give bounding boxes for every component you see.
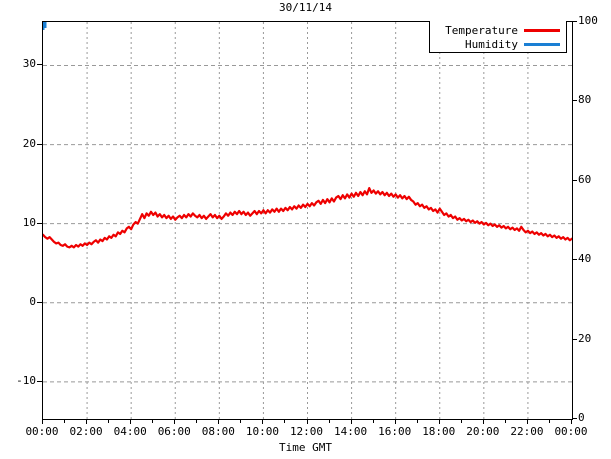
y-tick-right-5: 100	[578, 14, 598, 27]
plot-area	[42, 21, 573, 420]
x-tick-11: 22:00	[510, 425, 544, 438]
tick-mark	[329, 419, 330, 423]
tick-mark	[373, 419, 374, 423]
tick-mark	[240, 419, 241, 423]
tick-mark	[218, 419, 219, 424]
x-tick-0: 00:00	[25, 425, 59, 438]
tick-mark	[572, 21, 577, 22]
tick-mark	[572, 339, 577, 340]
tick-mark	[572, 418, 577, 419]
tick-mark	[417, 419, 418, 423]
x-tick-4: 08:00	[201, 425, 235, 438]
x-tick-10: 20:00	[466, 425, 500, 438]
tick-mark	[572, 180, 577, 181]
y-tick-left-4: 30	[22, 57, 36, 71]
y-tick-right-4: 80	[578, 93, 592, 107]
tick-mark	[284, 419, 285, 423]
x-tick-3: 06:00	[157, 425, 191, 438]
legend-item-temperature: Temperature	[445, 24, 560, 37]
x-tick-7: 14:00	[334, 425, 368, 438]
tick-mark	[37, 144, 42, 145]
tick-mark	[42, 419, 43, 424]
tick-mark	[37, 64, 42, 65]
tick-mark	[483, 419, 484, 424]
data-series-group	[43, 22, 572, 249]
tick-mark	[196, 419, 197, 423]
tick-mark	[439, 419, 440, 424]
tick-mark	[572, 259, 577, 260]
chart-title: 30/11/14	[279, 1, 332, 14]
y-tick-right-1: 20	[578, 331, 592, 345]
y-tick-left-1: 0	[29, 294, 36, 308]
tick-mark	[461, 419, 462, 423]
tick-mark	[307, 419, 308, 424]
tick-mark	[572, 100, 577, 101]
tick-mark	[262, 419, 263, 424]
x-tick-9: 18:00	[422, 425, 456, 438]
x-tick-8: 16:00	[378, 425, 412, 438]
series-marker-humidity	[43, 22, 47, 28]
legend-label-temperature: Temperature	[445, 24, 518, 37]
tick-mark	[395, 419, 396, 424]
legend-label-humidity: Humidity	[465, 38, 518, 51]
x-tick-1: 02:00	[69, 425, 103, 438]
y-tick-left-2: 10	[22, 215, 36, 229]
x-tick-6: 12:00	[289, 425, 324, 438]
tick-mark	[37, 223, 42, 224]
tick-mark	[86, 419, 87, 424]
tick-mark	[527, 419, 528, 424]
chart-legend: Temperature Humidity	[429, 21, 567, 53]
series-line-temperature	[43, 186, 572, 249]
legend-swatch-humidity	[524, 43, 560, 46]
x-tick-5: 10:00	[245, 425, 279, 438]
x-gridlines	[86, 22, 529, 419]
x-axis-label: Time GMT	[279, 441, 332, 454]
x-tick-12: 00:00	[554, 425, 588, 438]
tick-mark	[174, 419, 175, 424]
y-tick-right-2: 40	[578, 252, 592, 266]
plot-svg	[43, 22, 572, 419]
y-tick-left-0: -10	[16, 373, 36, 387]
tick-mark	[505, 419, 506, 423]
legend-swatch-temperature	[524, 29, 560, 32]
x-tick-2: 04:00	[113, 425, 147, 438]
tick-mark	[549, 419, 550, 423]
legend-item-humidity: Humidity	[465, 38, 560, 51]
y-tick-right-3: 60	[578, 172, 592, 186]
tick-mark	[37, 381, 42, 382]
tick-mark	[351, 419, 352, 424]
y-tick-left-3: 20	[22, 136, 36, 150]
tick-mark	[108, 419, 109, 423]
tick-mark	[571, 419, 572, 424]
y-tick-right-0: 0	[578, 411, 585, 424]
tick-mark	[130, 419, 131, 424]
tick-mark	[152, 419, 153, 423]
tick-mark	[37, 302, 42, 303]
tick-mark	[64, 419, 65, 423]
